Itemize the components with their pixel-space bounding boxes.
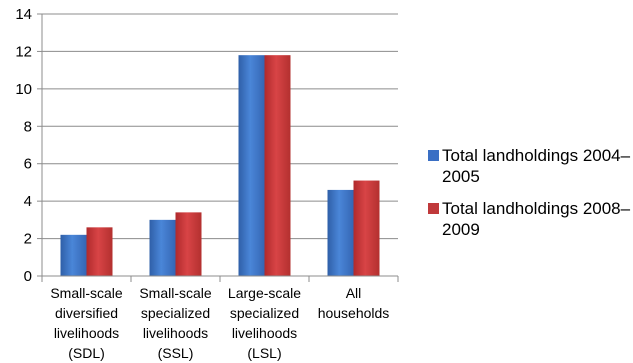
x-category-label-line: livelihoods — [232, 325, 297, 341]
x-category-label-line: (SSL) — [158, 345, 194, 361]
legend-label-line: Total landholdings 2008– — [442, 199, 631, 218]
x-category-label-line: Large-scale — [228, 285, 301, 301]
x-category-label-line: Small-scale — [50, 285, 123, 301]
bar — [353, 180, 380, 276]
y-tick-label: 0 — [24, 268, 32, 285]
x-category-label-line: livelihoods — [143, 325, 208, 341]
y-tick-label: 6 — [24, 156, 32, 173]
bars — [60, 55, 380, 276]
bar — [327, 189, 354, 276]
y-tick-label: 2 — [24, 231, 32, 248]
legend-label-line: 2009 — [442, 220, 480, 239]
x-category-label-line: specialized — [141, 305, 210, 321]
x-category-label-line: All — [346, 285, 362, 301]
bar — [175, 212, 202, 276]
x-category-label-line: households — [318, 305, 390, 321]
y-tick-label: 4 — [24, 193, 32, 210]
x-category-label-line: (SDL) — [68, 345, 105, 361]
legend-swatch — [428, 203, 439, 214]
axes — [37, 13, 399, 282]
legend-swatch — [428, 150, 439, 161]
y-tick-label: 12 — [15, 43, 32, 60]
legend-label-line: Total landholdings 2004– — [442, 146, 631, 165]
axis-labels: 0 2 4 6 8 10 12 14 Small-scale diversified livelih… — [15, 6, 389, 361]
y-tick-label: 14 — [15, 6, 32, 23]
bar — [60, 234, 87, 276]
gridlines — [42, 13, 398, 240]
legend-label: Total landholdings 2004– 2005 — [442, 146, 631, 186]
x-category-label-line: diversified — [55, 305, 118, 321]
x-category-label: Large-scale specialized livelihoods (LSL) — [228, 285, 301, 361]
x-category-label: Small-scale specialized livelihoods (SSL) — [139, 285, 212, 361]
x-category-label: All households — [318, 285, 390, 321]
x-category-label: Small-scale diversified livelihoods (SDL) — [50, 285, 123, 361]
bar — [264, 55, 291, 276]
y-tick-label: 10 — [15, 81, 32, 98]
x-category-label-line: specialized — [230, 305, 299, 321]
x-category-label-line: (LSL) — [247, 345, 281, 361]
bar — [238, 55, 265, 276]
legend-label-line: 2005 — [442, 167, 480, 186]
bar — [149, 219, 176, 276]
legend-label: Total landholdings 2008– 2009 — [442, 199, 631, 239]
bar — [86, 227, 113, 276]
y-tick-label: 8 — [24, 118, 32, 135]
x-category-label-line: livelihoods — [54, 325, 119, 341]
x-category-label-line: Small-scale — [139, 285, 212, 301]
